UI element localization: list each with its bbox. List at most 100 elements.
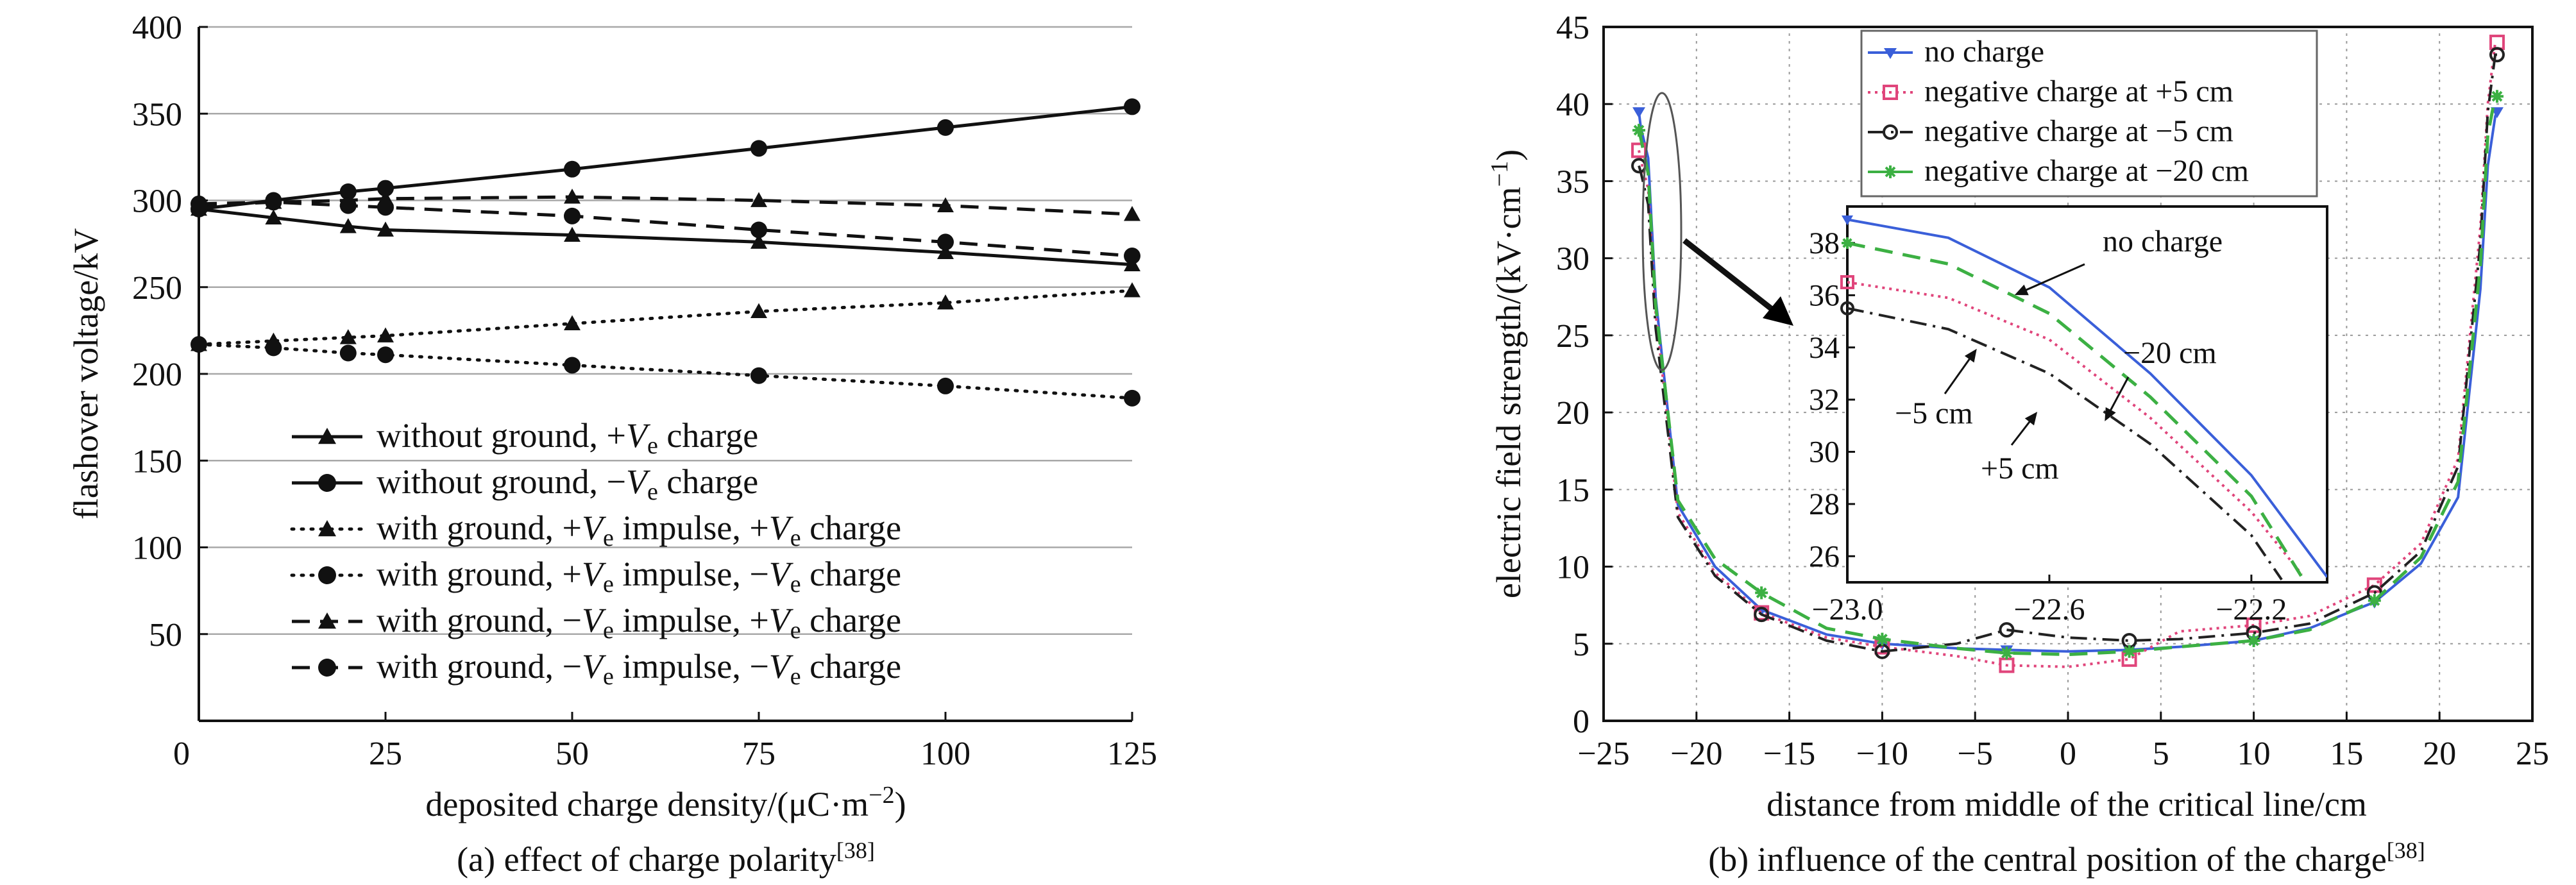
- annotation-arrow-head: [1964, 348, 1977, 363]
- x-tick-label-b: −25: [1577, 736, 1629, 772]
- data-point-b: [1999, 622, 2015, 638]
- data-point-a: [750, 140, 767, 157]
- series-line-a: [197, 289, 1134, 346]
- y-tick-label-b: 0: [1573, 704, 1589, 740]
- data-point-b: [1876, 632, 1889, 646]
- legend-label-b: negative charge at +5 cm: [1924, 74, 2233, 108]
- data-point-b: [1632, 124, 1646, 137]
- legend-label-a: without ground, +Ve charge: [377, 416, 758, 459]
- data-point-a: [564, 207, 580, 224]
- data-point-b: [1755, 586, 1768, 600]
- data-point-a: [377, 180, 394, 197]
- x-tick-label-b: 0: [2060, 736, 2076, 772]
- series-line-a: [198, 105, 1133, 211]
- x-axis-label-a: deposited charge density/(μC·m−2): [425, 782, 906, 823]
- data-point-a: [191, 336, 207, 353]
- inset-annotation: −5 cm: [1895, 396, 1973, 430]
- data-point-a: [564, 189, 580, 204]
- legend-label-a: without ground, −Ve charge: [377, 462, 758, 505]
- zoom-arrow: [1682, 238, 1779, 316]
- inset-series-line: [1847, 241, 2303, 578]
- caption-a: (a) effect of charge polarity[38]: [457, 838, 875, 879]
- data-point-a: [564, 315, 580, 330]
- legend-marker-b: [1884, 48, 1897, 59]
- x-tick-label-a: 125: [1107, 736, 1157, 772]
- inset-y-tick-label: 26: [1809, 539, 1840, 573]
- data-point-a: [1124, 282, 1140, 298]
- caption-b: (b) influence of the central position of…: [1708, 838, 2425, 879]
- inset-series-line: [1847, 281, 2303, 576]
- legend-label-a: with ground, +Ve impulse, −Ve charge: [377, 555, 901, 598]
- legend-marker-b: [1883, 85, 1898, 100]
- inset-annotation: +5 cm: [1981, 451, 2059, 485]
- data-point-a: [937, 197, 954, 213]
- data-point-a: [937, 119, 954, 136]
- highlight-ellipse: [1641, 92, 1682, 371]
- y-tick-label-b: 40: [1556, 87, 1589, 123]
- legend-marker-a: [318, 659, 336, 677]
- x-tick-label-b: −10: [1856, 736, 1908, 772]
- inset-x-tick-label: −22.2: [2216, 593, 2287, 627]
- y-tick-label-a: 150: [132, 443, 182, 480]
- y-tick-label-a: 250: [132, 270, 182, 307]
- y-tick-label-a: 200: [132, 357, 182, 393]
- data-point-a: [1124, 389, 1140, 407]
- data-point-a: [750, 221, 767, 239]
- legend-label-b: negative charge at −20 cm: [1924, 154, 2249, 188]
- data-point-a: [339, 329, 357, 344]
- y-axis-label-a: flashover voltage/kV: [67, 228, 105, 519]
- y-tick-label-b: 20: [1556, 395, 1589, 432]
- data-point-a: [564, 160, 580, 178]
- legend-marker-a: [318, 612, 336, 629]
- x-tick-label-a: 25: [369, 736, 402, 772]
- y-tick-label-b: 15: [1556, 472, 1589, 509]
- chart-a: 50 100 150 200 250 300 350 400 0 25 50 75 100 125 depo…: [67, 10, 1157, 879]
- inset-x-tick-label: −23.0: [1811, 593, 1883, 627]
- data-point-a: [1124, 248, 1140, 265]
- y-tick-label-b: 5: [1573, 627, 1589, 663]
- x-tick-label-b: 20: [2423, 736, 2456, 772]
- data-point-a: [750, 192, 767, 207]
- data-point-b: [1754, 607, 1770, 623]
- y-tick-label-a: 300: [132, 183, 182, 220]
- x-tick-label-b: 10: [2237, 736, 2271, 772]
- x-tick-label-a: 75: [742, 736, 775, 772]
- data-point-a: [191, 195, 207, 212]
- x-tick-label-b: −20: [1670, 736, 1722, 772]
- data-point-a: [265, 339, 282, 357]
- legend-marker-a: [318, 474, 336, 492]
- data-point-a: [339, 218, 357, 233]
- data-point-b: [2489, 47, 2505, 63]
- chart-b: 0 5 10 15 20 25 30 35 40 45 −25 −20 −15 −10 −5 0 5 10 15 20…: [1486, 10, 2549, 879]
- data-point-a: [377, 199, 394, 216]
- legend-marker-b: [1883, 124, 1898, 140]
- legend-box-b: [1860, 30, 2318, 198]
- x-tick-label-b: 25: [2516, 736, 2549, 772]
- legend-marker-a: [318, 520, 336, 537]
- data-point-a: [750, 367, 767, 384]
- inset-data-point: [1840, 301, 1854, 316]
- data-point-a: [265, 209, 282, 224]
- inset-frame: [1846, 205, 2328, 584]
- inset-y-tick-label: 30: [1809, 435, 1840, 469]
- x-tick-label-a: 100: [920, 736, 970, 772]
- legend-label-a: with ground, +Ve impulse, +Ve charge: [377, 509, 901, 552]
- data-point-b: [2123, 645, 2136, 658]
- data-point-b: [1631, 142, 1647, 158]
- data-point-a: [750, 233, 767, 249]
- data-point-a: [377, 346, 394, 364]
- series-line-a: [198, 195, 1133, 216]
- series-line-b: [1638, 111, 2498, 653]
- inset-annotation: no charge: [2103, 224, 2223, 258]
- legend-label-a: with ground, −Ve impulse, +Ve charge: [377, 601, 901, 644]
- x-axis-label-b: distance from middle of the critical lin…: [1767, 785, 2367, 823]
- data-point-b: [2247, 634, 2260, 647]
- series-line-b: [1638, 53, 2497, 653]
- annotation-arrow-head: [2024, 412, 2038, 426]
- y-axis-label-b: electric field strength/(kV·cm−1): [1486, 149, 1528, 598]
- y-tick-label-a: 0: [173, 736, 190, 772]
- inset-y-tick-label: 28: [1809, 487, 1840, 521]
- y-tick-label-b: 30: [1556, 241, 1589, 278]
